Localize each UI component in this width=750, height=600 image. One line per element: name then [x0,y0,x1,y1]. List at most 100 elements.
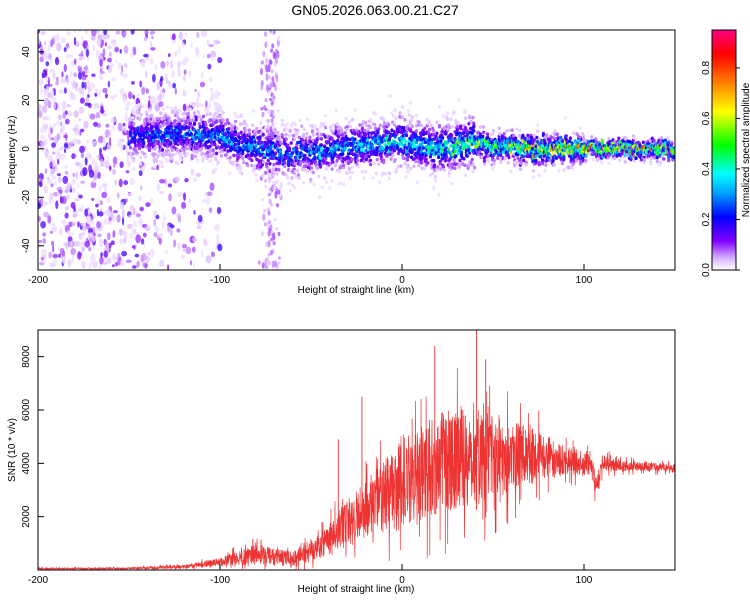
spectrogram-noise-cell [276,36,280,42]
spectrogram-noise-cell [63,143,69,149]
spectrogram-ridge-cell [433,174,437,179]
spectrogram-noise-cell [272,30,276,35]
spectrogram-noise-cell [204,192,208,197]
spectrogram-noise-cell [150,196,153,204]
spectrogram-noise-cell [182,74,187,82]
spectrogram-ridge-cell [557,169,561,173]
spectrogram-ridge-cell [179,135,183,139]
spectrogram-ridge-cell [144,145,148,149]
spectrogram-noise-cell [86,44,89,49]
spectrogram-noise-cell [208,44,214,47]
spectrogram-noise-cell [81,90,85,96]
spectrogram-noise-cell [260,107,264,111]
spectrogram-ridge-cell [355,150,359,154]
spectrogram-ridge-cell [324,180,328,184]
spectrogram-ridge-cell [300,124,304,128]
spectrogram-ridge-cell [238,122,242,126]
spectrogram-noise-cell [138,217,143,226]
spectrogram-noise-cell [101,39,105,46]
spectrogram-ridge-cell [455,128,459,132]
spectrogram-noise-cell [197,91,201,98]
spectrogram-noise-cell [102,48,106,57]
spectrogram-ridge-cell [166,138,170,143]
spectrogram-ridge-cell [389,157,393,161]
spectrogram-ridge-cell [356,153,360,158]
spectrogram-ridge-cell [280,118,284,123]
spectrogram-ridge-cell [214,111,218,116]
spectrogram-ridge-cell [309,177,313,182]
spectrogram-ridge-cell [261,160,265,164]
spectrogram-noise-cell [71,255,75,264]
spectrogram-ridge-cell [607,161,611,166]
spectrogram-ridge-cell [250,163,254,168]
spectrogram-ridge-cell [146,126,150,131]
spectrogram-noise-cell [78,30,82,33]
spectrogram-ridge-cell [264,171,268,175]
spectrogram-ridge-cell [486,132,490,137]
spectrogram-ridge-cell [236,115,240,119]
spectrogram-noise-cell [157,94,162,101]
spectrogram-ridge-cell [179,158,183,162]
spectrogram-ridge-cell [192,121,197,126]
spectrogram-noise-cell [66,54,69,59]
spectrogram-ridge-cell [182,148,186,152]
spectrogram-noise-cell [59,146,64,151]
spectrogram-ridge-cell [414,129,419,133]
spectrogram-ridge-cell [288,189,292,193]
spectrogram-ridge-cell [560,161,564,166]
spectrogram-ridge-cell [463,109,467,113]
spectrogram-noise-cell [271,122,274,126]
spectrogram-ridge-cell [274,134,278,138]
spectrogram-ridge-cell [266,138,270,142]
spectrogram-ridge-cell [518,167,523,171]
spectrogram-ridge-cell [403,118,407,122]
spectrogram-noise-cell [266,109,270,115]
spectrogram-noise-cell [73,206,76,212]
spectrogram-ridge-cell [287,163,291,168]
spectrogram-noise-cell [64,170,69,175]
spectrogram-noise-cell [61,71,64,78]
spectrogram-noise-cell [177,214,182,223]
spectrogram-ridge-cell [138,146,142,150]
spectrogram-ridge-cell [308,135,312,140]
spectrogram-noise-cell [108,216,112,223]
spectrogram-noise-cell [113,94,118,98]
spectrogram-ridge-cell [441,114,446,118]
spectrogram-ridge-cell [543,168,547,173]
spectrogram-ridge-cell [288,168,292,173]
spectrogram-noise-cell [75,41,80,48]
spectrogram-ridge-cell [472,124,476,128]
spectrogram-ridge-cell [390,111,394,115]
spectrogram-ridge-cell [266,124,270,128]
spectrogram-noise-cell [52,151,56,155]
spectrogram-noise-cell [52,73,56,80]
spectrogram-ridge-cell [486,159,491,164]
spectrogram-ridge-cell [259,120,263,124]
spectrogram-ridge-cell [138,155,143,160]
spectrogram-noise-cell [206,191,213,197]
spectrogram-noise-cell [73,78,76,88]
spectrogram-noise-cell [96,88,99,93]
spectrogram-ridge-cell [437,123,441,128]
spectrogram-ridge-cell [210,143,215,147]
spectrogram-noise-cell [208,207,213,213]
spectrogram-noise-cell [107,80,111,88]
spectrogram-ridge-cell [404,175,408,179]
spectrogram-ridge-cell [152,99,156,104]
spectrogram-noise-cell [143,53,149,58]
spectrogram-ridge-cell [400,105,405,109]
spectrogram-noise-cell [67,258,72,268]
spectrogram-ridge-cell [381,146,385,150]
spectrogram-ridge-cell [150,125,154,130]
spectrogram-ridge-cell [127,142,131,146]
spectrogram-ridge-cell [350,157,354,162]
spectrogram-ridge-cell [241,149,245,153]
spectrogram-noise-cell [95,203,99,208]
spectrogram-noise-cell [103,30,108,36]
spectrogram-ridge-cell [314,149,318,154]
spectrogram-noise-cell [272,95,276,100]
spectrogram-noise-cell [182,103,187,112]
spectrogram-noise-cell [42,123,49,130]
spectrogram-ridge-cell [301,140,305,145]
spectrogram-ridge-cell [388,94,392,98]
